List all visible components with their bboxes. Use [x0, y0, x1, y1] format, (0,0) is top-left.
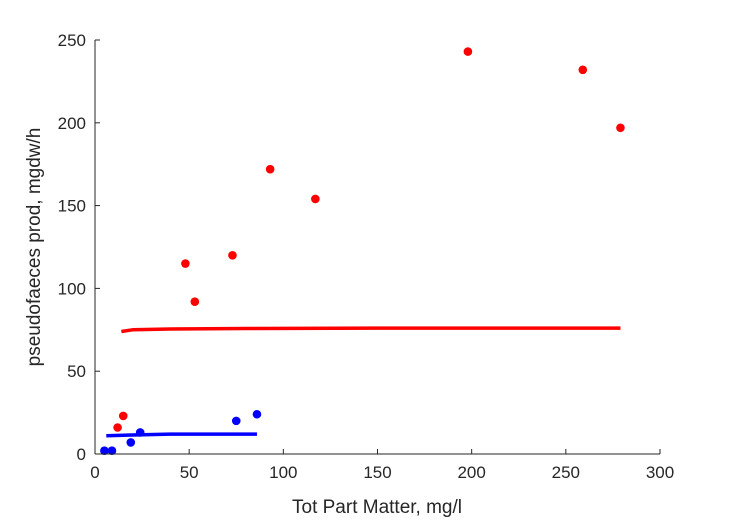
x-tick-label: 100 [269, 463, 297, 482]
data-point [126, 438, 136, 447]
data-point [100, 446, 109, 455]
x-tick-label: 150 [363, 463, 391, 482]
data-point [113, 423, 122, 432]
data-point [190, 297, 200, 306]
data-point [463, 47, 473, 56]
y-tick-label: 250 [58, 31, 86, 50]
data-point [135, 428, 145, 437]
data-point [265, 164, 275, 174]
data-point [181, 259, 190, 268]
x-tick-label: 250 [552, 463, 580, 482]
data-point [118, 411, 128, 421]
data-point [231, 416, 241, 426]
plot-area [100, 47, 625, 455]
x-axis-label: Tot Part Matter, mg/l [292, 497, 462, 518]
data-point [228, 250, 237, 260]
data-point [578, 65, 588, 75]
data-point [107, 446, 117, 455]
x-tick-label: 300 [646, 463, 674, 482]
data-point [616, 123, 625, 133]
ticks: 0 50 100 150 200 250 300 0 50 100 150 200 250 [58, 31, 675, 482]
y-tick-label: 50 [67, 362, 86, 381]
fit-line [121, 326, 621, 334]
y-tick-label: 100 [58, 279, 86, 298]
data-point [252, 409, 262, 419]
x-tick-label: 200 [457, 463, 485, 482]
x-tick-label: 0 [90, 463, 99, 482]
x-tick-label: 50 [180, 463, 199, 482]
y-axis-label: pseudofaeces prod, mgdw/h [24, 128, 45, 367]
fit-line [106, 432, 257, 438]
y-tick-label: 0 [77, 445, 86, 464]
axes [94, 40, 660, 455]
y-tick-label: 150 [58, 197, 86, 216]
data-point [311, 194, 320, 204]
y-tick-label: 200 [58, 114, 86, 133]
